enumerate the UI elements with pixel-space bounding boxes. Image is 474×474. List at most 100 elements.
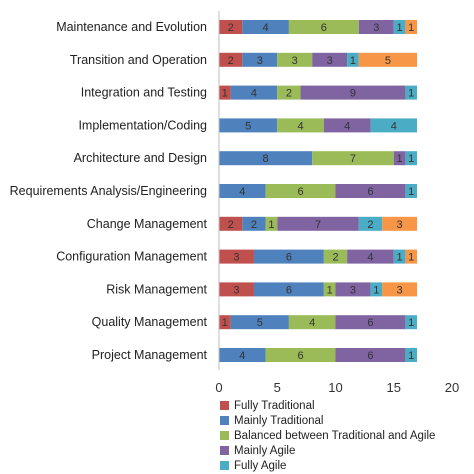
data-label: 4 [391,120,397,132]
bar-segment [335,348,406,362]
legend-item: Balanced between Traditional and Agile [220,428,435,443]
x-tick-label: 15 [387,380,401,395]
legend-label: Fully Traditional [234,399,315,412]
data-label: 6 [297,186,303,198]
bar-segment [242,216,266,231]
bar-segment [393,151,406,166]
bar-segment [323,249,348,264]
data-label: 2 [228,219,234,231]
bar-segment [370,118,418,133]
legend-item: Mainly Agile [220,443,435,458]
bar-segment [219,282,254,297]
bar-segment [335,184,406,198]
bar-segment [219,85,231,100]
bar-segment [265,184,336,198]
data-label: 3 [350,284,356,296]
category-label: Change Management [87,217,208,231]
data-label: 4 [344,120,350,132]
data-label: 4 [263,22,269,34]
bar-segment [335,315,406,330]
data-label: 8 [263,153,269,165]
data-label: 1 [397,22,403,34]
data-label: 1 [408,22,414,34]
x-tick-label: 10 [328,380,342,395]
data-label: 3 [233,252,239,264]
data-label: 1 [350,55,356,67]
data-label: 6 [286,252,292,264]
data-label: 6 [367,317,373,329]
bar-segment [288,315,336,330]
data-label: 2 [228,22,234,34]
bar-segment [405,249,418,264]
bar-segment [277,216,359,231]
data-label: 2 [228,55,234,67]
data-label: 6 [297,350,303,362]
data-label: 2 [251,219,257,231]
bar-segment [382,282,418,297]
data-label: 1 [327,284,333,296]
data-label: 1 [373,284,379,296]
bar-segment [230,315,289,330]
bar-segment [393,249,406,264]
legend-label: Balanced between Traditional and Agile [234,429,436,442]
legend-item: Fully Agile [220,458,435,473]
bar-segment [323,118,371,133]
bar-segment [265,216,278,231]
data-label: 1 [408,252,414,264]
data-label: 3 [292,55,298,67]
data-label: 4 [251,88,257,100]
bar-segment [219,315,231,330]
bar-segment [219,118,278,133]
data-label: 2 [332,252,338,264]
legend-swatch [220,416,229,425]
legend-swatch [220,431,229,440]
bar-segment [347,249,394,264]
bar-segment [405,184,418,198]
category-labels: Maintenance and Evolution Transition and … [10,20,208,362]
x-tick-label: 0 [215,380,222,395]
data-label: 1 [222,88,228,100]
data-label: 1 [408,317,414,329]
bar-segment [405,20,418,34]
data-label: 6 [321,22,327,34]
data-label: 6 [367,186,373,198]
legend-item: Mainly Traditional [220,413,435,428]
bar-segment [405,315,418,330]
data-label: 1 [408,153,414,165]
category-label: Requirements Analysis/Engineering [10,184,207,198]
bar-segment [277,118,324,133]
data-label: 6 [367,350,373,362]
category-label: Integration and Testing [81,86,207,100]
bar-segment [347,52,359,67]
data-label: 1 [408,186,414,198]
bar-segment [358,52,418,67]
legend-swatch [220,446,229,455]
data-label: 3 [327,55,333,67]
category-label: Configuration Management [56,250,207,264]
data-label: 4 [367,252,373,264]
bar-segment [219,52,243,67]
data-label: 2 [286,88,292,100]
legend-label: Mainly Traditional [234,414,324,427]
bar-segment [242,52,278,67]
bar-segment [405,85,418,100]
bar-segment [242,20,289,34]
bar-segment [335,282,371,297]
bars: 2 4 6 3 1 12 3 3 3 1 51 4 2 9 15 4 4 48 7 1 14 6 6 12 2 1 7 2 33 6 2 4 1… [219,20,418,362]
bar-segment [277,85,301,100]
bar-segment [288,20,359,34]
bar-segment [219,216,243,231]
bar-segment [219,184,266,198]
data-label: 3 [397,219,403,231]
data-label: 9 [350,88,356,100]
data-label: 1 [397,153,403,165]
data-label: 2 [367,219,373,231]
data-label: 3 [233,284,239,296]
legend-label: Fully Agile [234,459,287,472]
category-label: Transition and Operation [70,53,207,67]
data-label: 1 [222,317,228,329]
legend-swatch [220,461,229,470]
data-label: 1 [268,219,274,231]
bar-segment [219,151,313,166]
category-label: Implementation/Coding [78,118,207,132]
